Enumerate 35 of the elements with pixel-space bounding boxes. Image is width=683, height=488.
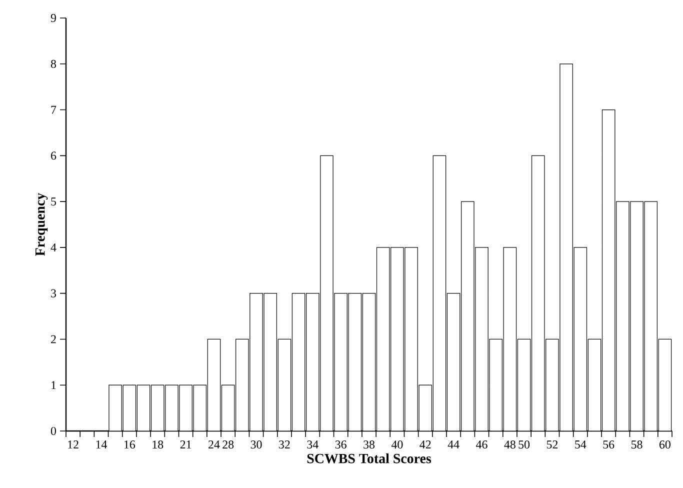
y-tick-label: 0 [50,426,56,436]
y-tick-label: 8 [50,60,56,68]
x-tick-label: 44 [448,440,460,448]
x-tick-label: 48 [504,440,516,449]
y-tick-label: 2 [51,335,56,344]
x-tick-label: 18 [152,440,164,449]
x-tick-label: 16 [124,440,136,449]
x-tick-label: 50 [518,440,530,449]
x-tick-label: 34 [307,440,318,449]
x-tick-label: 60 [659,440,670,449]
y-tick-label: 4 [50,244,56,252]
x-tick-label: 38 [364,440,375,449]
x-tick-label: 46 [476,440,488,449]
x-tick-label: 21 [180,440,192,448]
x-tick-label: 12 [68,440,78,448]
x-tick-label: 30 [250,440,262,449]
x-tick-label: 14 [96,440,108,448]
x-tick-label: 52 [546,440,558,449]
x-tick-label: 32 [279,440,290,449]
y-tick-label: 9 [50,14,56,22]
y-tick-label: 5 [51,198,56,206]
x-tick-label: 28 [222,440,234,449]
x-tick-label: 40 [391,440,403,449]
y-tick-label: 1 [52,381,56,390]
x-tick-label: 54 [575,440,586,448]
y-axis-title: Frequency [36,192,48,256]
x-tick-label: 42 [420,440,431,448]
y-tick-label: 3 [51,289,56,298]
x-tick-label: 24 [208,440,220,448]
x-tick-label: 58 [631,440,642,449]
x-tick-label: 56 [603,440,614,449]
y-tick-label: 6 [51,152,56,160]
y-tick-label: 7 [51,106,56,114]
x-axis-title: SCWBS Total Scores [307,453,432,464]
x-tick-label: 36 [335,440,346,449]
